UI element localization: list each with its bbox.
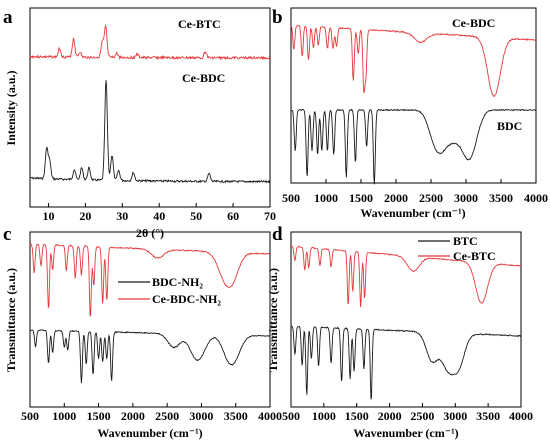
x-tick-label: 1500 — [349, 191, 373, 205]
series-line-bdc-nh- — [29, 329, 271, 384]
x-tick-label: 500 — [21, 409, 39, 423]
x-tick-label: 4000 — [509, 409, 533, 423]
x-tick-label: 2000 — [384, 191, 408, 205]
x-tick-label: 500 — [282, 409, 300, 423]
panel-c: c BDC-NH₂ Ce-BDC-NH₂ 500 1000 1500 2000 2500… — [3, 224, 282, 440]
series-label-ce-bdc: Ce-BDC — [452, 16, 495, 30]
series-line-ce-btc — [291, 245, 522, 308]
x-tick-label: 70 — [264, 209, 276, 223]
legend: BDC-NH₂ Ce-BDC-NH₂ — [118, 275, 221, 306]
series-line-ce-bdc — [290, 24, 537, 97]
legend-label-ce-btc: Ce-BTC — [453, 249, 496, 263]
x-tick-label: 1500 — [345, 409, 369, 423]
x-axis-title: Wavenumber (cm⁻¹) — [360, 206, 465, 220]
x-tick-label: 3500 — [224, 409, 248, 423]
x-tick-label: 1000 — [312, 409, 336, 423]
x-tick-label: 3500 — [489, 191, 513, 205]
series-group — [290, 245, 522, 400]
x-tick-label: 30 — [116, 209, 128, 223]
series-group — [29, 242, 271, 384]
x-tick-label: 60 — [227, 209, 239, 223]
x-tick-label: 2500 — [410, 409, 434, 423]
series-line-btc — [290, 325, 522, 400]
x-tick-label: 500 — [282, 191, 300, 205]
panel-b: b Ce-BDC BDC 500 1000 1500 2000 2500 3000 3500… — [272, 7, 548, 220]
series-line-ce-bdc-nh- — [29, 242, 271, 317]
x-tick-label: 40 — [153, 209, 165, 223]
x-tick-label: 1000 — [314, 191, 338, 205]
panel-letter: d — [272, 224, 283, 245]
legend: BTC Ce-BTC — [418, 234, 496, 263]
legend-label-ce-bdc-nh2: Ce-BDC-NH₂ — [152, 292, 221, 306]
panel-a: a Ce-BTC Ce-BDC 10 20 30 40 50 60 70 2θ (°) In… — [3, 7, 276, 240]
plot-frame — [29, 7, 271, 208]
x-axis-title: Wavenumber (cm⁻¹) — [353, 426, 458, 440]
x-tick-label: 10 — [42, 209, 54, 223]
x-tick-label: 3000 — [443, 409, 467, 423]
series-label-bdc: BDC — [497, 119, 522, 133]
x-ticks: 500 1000 1500 2000 2500 3000 3500 4000 — [21, 403, 282, 423]
x-ticks: 500 1000 1500 2000 2500 3000 3500 4000 — [282, 403, 533, 423]
x-tick-label: 2500 — [155, 409, 179, 423]
legend-label-bdc-nh2: BDC-NH₂ — [152, 275, 203, 289]
x-tick-label: 2000 — [378, 409, 402, 423]
series-label-ce-btc: Ce-BTC — [178, 17, 221, 31]
x-tick-label: 50 — [190, 209, 202, 223]
y-axis-title: Transmittance (a.u.) — [266, 268, 280, 372]
series-line-ce-bdc — [29, 80, 271, 184]
series-group — [29, 23, 271, 184]
panel-letter: c — [3, 224, 11, 245]
x-tick-label: 2000 — [121, 409, 145, 423]
x-tick-label: 2500 — [419, 191, 443, 205]
panel-letter: b — [272, 7, 283, 28]
plot-frame — [290, 7, 537, 184]
x-tick-label: 20 — [79, 209, 91, 223]
y-axis-title: Intensity (a.u.) — [4, 70, 18, 145]
x-tick-label: 3500 — [476, 409, 500, 423]
x-tick-label: 1000 — [52, 409, 76, 423]
x-tick-label: 3000 — [189, 409, 213, 423]
x-ticks: 10 20 30 40 50 60 70 — [42, 203, 276, 223]
panel-letter: a — [3, 7, 13, 28]
series-line-ce-btc — [29, 23, 271, 61]
x-ticks: 500 1000 1500 2000 2500 3000 3500 4000 — [282, 179, 548, 205]
x-tick-label: 4000 — [258, 409, 282, 423]
series-line-bdc — [290, 108, 537, 185]
x-tick-label: 4000 — [524, 191, 548, 205]
legend-label-btc: BTC — [453, 234, 478, 248]
plot-frame — [290, 231, 522, 408]
series-label-ce-bdc: Ce-BDC — [182, 71, 225, 85]
x-axis-title: 2θ (°) — [136, 226, 164, 240]
x-axis-title: Wavenumber (cm⁻¹) — [97, 426, 202, 440]
series-group — [290, 24, 537, 185]
y-axis-title: Transmittance (a.u.) — [4, 268, 18, 372]
plot-frame — [29, 231, 271, 408]
panel-d: d BTC Ce-BTC 500 1000 1500 2000 2500 3000 3500… — [266, 224, 533, 440]
x-tick-label: 1500 — [87, 409, 111, 423]
x-tick-label: 3000 — [454, 191, 478, 205]
